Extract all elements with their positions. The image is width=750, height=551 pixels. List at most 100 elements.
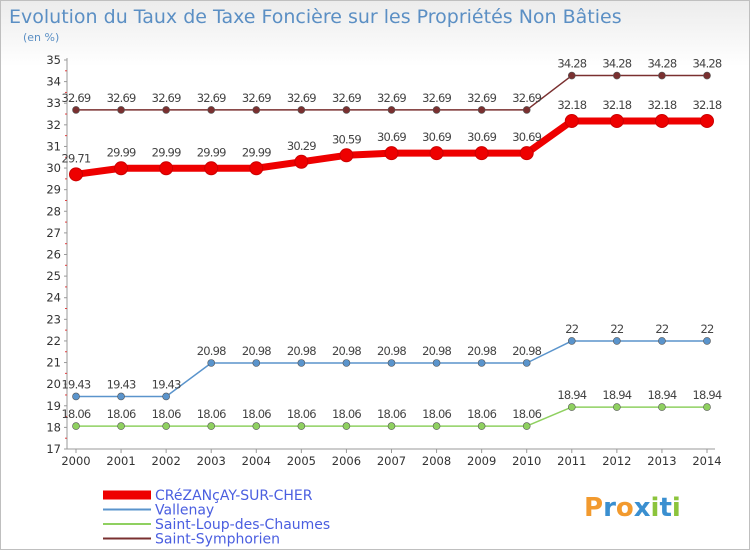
data-label: 18.06: [377, 407, 406, 421]
data-point: [429, 146, 444, 161]
data-point: [384, 146, 399, 161]
x-tick-label: 2013: [647, 454, 676, 468]
data-point: [117, 392, 125, 401]
data-label: 18.06: [62, 407, 91, 421]
data-label: 32.69: [197, 91, 226, 105]
y-tick-label: 26: [46, 248, 61, 262]
data-point: [477, 359, 486, 367]
data-point: [72, 392, 80, 401]
data-label: 18.06: [242, 407, 271, 421]
data-point: [249, 161, 264, 176]
x-tick-label: 2014: [692, 454, 721, 468]
x-tick-label: 2012: [602, 454, 631, 468]
data-point: [342, 422, 351, 430]
data-point: [387, 422, 396, 430]
data-label: 18.06: [467, 407, 496, 421]
data-point: [613, 337, 621, 345]
data-point: [162, 422, 170, 430]
data-point: [432, 422, 441, 430]
data-label: 32.18: [647, 98, 676, 112]
data-label: 20.98: [332, 344, 361, 358]
data-label: 30.69: [467, 130, 496, 144]
data-label: 19.43: [107, 377, 136, 391]
data-label: 20.98: [422, 344, 451, 358]
data-point: [474, 146, 489, 161]
axes: 17 18 19 20 21 22 23 24 25 26 27 28 29 30 31 32 33 34 35 20…: [46, 53, 721, 468]
x-tick-label: 2004: [242, 454, 271, 468]
data-point: [252, 359, 261, 367]
data-label: 29.99: [197, 145, 226, 159]
y-axis-unit: (en %): [23, 31, 59, 44]
data-label: 34.28: [693, 57, 722, 71]
data-point: [387, 359, 396, 367]
data-label: 32.69: [152, 91, 181, 105]
data-point: [252, 106, 261, 114]
data-label: 18.06: [512, 407, 541, 421]
data-point: [654, 113, 669, 128]
data-point: [658, 403, 666, 411]
data-label: 20.98: [512, 344, 541, 358]
chart-title: Evolution du Taux de Taxe Foncière sur l…: [9, 6, 622, 28]
data-point: [159, 161, 174, 176]
data-label: 29.99: [242, 145, 271, 159]
y-tick-label: 34: [46, 75, 61, 89]
x-tick-label: 2003: [197, 454, 226, 468]
data-label: 32.69: [107, 91, 136, 105]
y-tick-label: 32: [46, 118, 61, 132]
data-label: 19.43: [152, 377, 181, 391]
data-point: [477, 106, 486, 114]
proxiti-logo: Proxiti: [584, 493, 681, 523]
data-label: 34.28: [647, 57, 676, 71]
data-point: [522, 106, 531, 114]
data-point: [204, 161, 219, 176]
data-label: 32.18: [693, 98, 722, 112]
data-point: [72, 106, 80, 114]
data-point: [613, 403, 621, 411]
data-label: 18.94: [602, 388, 631, 402]
y-tick-label: 33: [46, 96, 61, 110]
data-label: 20.98: [377, 344, 406, 358]
legend-label-1: Vallenay: [155, 503, 214, 519]
data-label: 30.69: [512, 130, 541, 144]
y-tick-label: 27: [46, 226, 61, 240]
data-label: 32.69: [332, 91, 361, 105]
legend: CRéZANçAY-SUR-CHERVallenaySaint-Loup-des…: [103, 488, 330, 548]
y-tick-label: 22: [46, 334, 61, 348]
data-label: 32.18: [557, 98, 586, 112]
data-label: 32.18: [602, 98, 631, 112]
x-tick-label: 2010: [512, 454, 541, 468]
data-label: 32.69: [377, 91, 406, 105]
data-point: [703, 71, 711, 80]
data-label: 18.94: [693, 388, 722, 402]
legend-label-0: CRéZANçAY-SUR-CHER: [155, 488, 313, 504]
legend-label-2: Saint-Loup-des-Chaumes: [155, 517, 330, 533]
data-point: [477, 422, 486, 430]
data-point: [564, 113, 579, 128]
data-label: 32.69: [242, 91, 271, 105]
data-point: [522, 422, 531, 430]
x-tick-label: 2011: [557, 454, 586, 468]
data-point: [567, 337, 576, 345]
data-label: 32.69: [62, 91, 91, 105]
data-label: 18.06: [107, 407, 136, 421]
data-label: 32.69: [422, 91, 451, 105]
data-label: 20.98: [467, 344, 496, 358]
data-label: 30.59: [332, 132, 361, 146]
x-tick-label: 2001: [106, 454, 135, 468]
y-tick-label: 31: [46, 139, 61, 153]
data-point: [69, 167, 83, 182]
data-label: 30.69: [422, 130, 451, 144]
legend-label-3: Saint-Symphorien: [155, 532, 280, 548]
y-tick-label: 18: [46, 420, 61, 434]
data-label: 34.28: [602, 57, 631, 71]
data-label: 18.06: [287, 407, 316, 421]
data-label: 18.94: [557, 388, 586, 402]
data-point: [162, 392, 170, 401]
y-tick-label: 30: [46, 161, 61, 175]
y-tick-label: 17: [46, 442, 61, 456]
data-label: 20.98: [197, 344, 226, 358]
data-point: [522, 359, 531, 367]
data-point: [700, 113, 714, 128]
data-label: 18.06: [197, 407, 226, 421]
